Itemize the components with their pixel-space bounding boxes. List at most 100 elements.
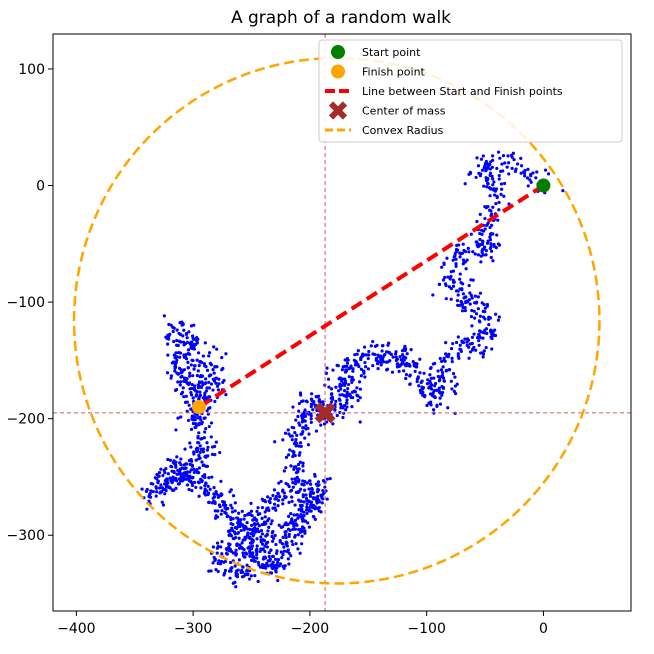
walk-point [241, 538, 245, 542]
walk-point [198, 456, 202, 460]
walk-point [191, 421, 196, 426]
walk-point [461, 292, 466, 296]
walk-point [180, 320, 184, 324]
walk-point [309, 509, 313, 513]
walk-point [522, 171, 527, 175]
walk-point [220, 499, 225, 504]
walk-point [502, 194, 506, 198]
walk-point [204, 489, 209, 493]
walk-point [495, 166, 499, 171]
walk-point [489, 249, 494, 253]
walk-point [316, 494, 320, 499]
walk-point [256, 506, 260, 510]
walk-point [195, 373, 199, 378]
walk-point [463, 337, 467, 341]
walk-point [429, 403, 433, 407]
walk-point [285, 541, 289, 545]
walk-point [479, 351, 483, 355]
walk-point [187, 382, 191, 386]
walk-point [214, 489, 218, 494]
walk-point [271, 560, 275, 564]
walk-point [194, 342, 198, 346]
walk-point [178, 461, 182, 465]
walk-point [399, 358, 403, 362]
walk-point [485, 185, 489, 189]
walk-point [236, 516, 240, 520]
walk-point [481, 247, 485, 251]
walk-point [228, 542, 232, 547]
walk-point [465, 258, 469, 262]
walk-point [308, 494, 313, 498]
walk-point [543, 168, 548, 172]
walk-point [303, 488, 307, 492]
walk-point [350, 375, 354, 379]
walk-point [296, 533, 300, 537]
walk-point [233, 501, 237, 505]
walk-point [212, 345, 216, 349]
walk-point [204, 381, 208, 385]
walk-point [264, 522, 268, 526]
walk-point [441, 376, 446, 380]
walk-point [405, 352, 409, 356]
walk-point [286, 428, 290, 432]
walk-point [359, 357, 363, 362]
walk-point [261, 547, 265, 551]
walk-point [490, 347, 494, 351]
walk-point [470, 308, 474, 313]
walk-point [287, 532, 291, 536]
walk-point [198, 444, 202, 448]
walk-point [209, 435, 213, 439]
walk-point [174, 486, 178, 490]
walk-point [454, 262, 458, 266]
walk-point [362, 371, 366, 375]
walk-point [194, 394, 198, 398]
walk-point [400, 349, 405, 353]
walk-point [298, 530, 303, 534]
walk-point [299, 399, 304, 404]
walk-point [259, 535, 263, 539]
walk-point [483, 164, 487, 168]
walk-point [481, 355, 485, 359]
walk-point [301, 469, 305, 473]
walk-point [286, 548, 290, 552]
walk-point [157, 470, 162, 475]
walk-point [317, 505, 321, 510]
walk-point [178, 355, 182, 359]
walk-point [469, 278, 473, 282]
walk-point [465, 343, 469, 347]
walk-point [175, 455, 179, 459]
walk-point [297, 527, 301, 532]
walk-point [267, 551, 271, 555]
walk-point [497, 200, 501, 205]
walk-point [188, 470, 192, 474]
walk-point [203, 393, 207, 398]
walk-point [241, 554, 246, 558]
walk-point [200, 460, 204, 464]
walk-point [227, 545, 231, 549]
walk-point [490, 212, 494, 216]
walk-point [204, 464, 208, 468]
walk-point [464, 295, 468, 299]
walk-point [311, 408, 315, 412]
walk-point [201, 463, 205, 468]
walk-point [242, 517, 246, 521]
walk-point [198, 359, 202, 364]
walk-point [363, 375, 367, 379]
walk-point [500, 162, 504, 166]
walk-point [325, 477, 329, 481]
walk-point [490, 332, 494, 336]
walk-point [200, 380, 204, 384]
walk-point [180, 374, 184, 379]
walk-point [384, 350, 389, 354]
walk-point [198, 450, 202, 454]
walk-point [175, 343, 179, 347]
walk-point [480, 168, 485, 172]
walk-point [283, 431, 288, 435]
walk-point [213, 557, 217, 561]
walk-point [215, 546, 219, 550]
walk-point [249, 574, 253, 578]
walk-point [386, 343, 390, 347]
walk-point [283, 530, 287, 534]
walk-point [251, 551, 255, 555]
walk-point [249, 531, 253, 536]
